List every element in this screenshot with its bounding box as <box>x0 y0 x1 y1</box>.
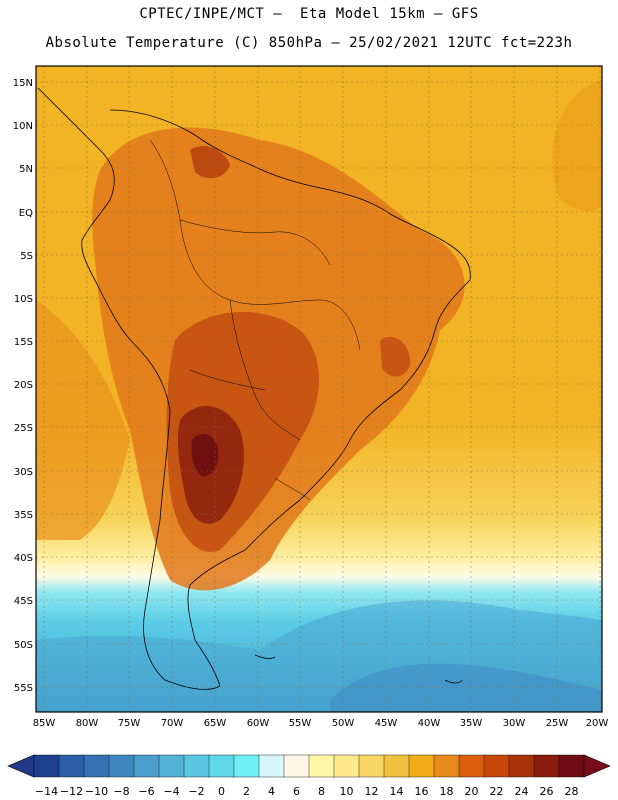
colorbar-label: −8 <box>113 785 129 798</box>
colorbar-cell <box>383 754 410 778</box>
colorbar-label: −4 <box>163 785 179 798</box>
lat-label: 40S <box>14 553 33 564</box>
colorbar-label: 20 <box>465 785 479 798</box>
colorbar-label: 24 <box>515 785 529 798</box>
colorbar-label: 14 <box>390 785 404 798</box>
lon-label: 30W <box>503 718 526 729</box>
colorbar-label: 22 <box>490 785 504 798</box>
lat-label: 35S <box>14 510 33 521</box>
lat-label: EQ <box>19 208 33 219</box>
lon-label: 85W <box>33 718 56 729</box>
colorbar-cell <box>558 754 585 778</box>
colorbar-cell <box>358 754 385 778</box>
lon-label: 80W <box>76 718 99 729</box>
map-title-line1: CPTEC/INPE/MCT – Eta Model 15km – GFS <box>139 6 479 22</box>
colorbar-cell <box>58 754 85 778</box>
colorbar-cell <box>508 754 535 778</box>
lat-label: 10N <box>13 121 33 132</box>
lon-label: 25W <box>546 718 569 729</box>
colorbar-cell <box>108 754 135 778</box>
lat-label: 5S <box>20 251 33 262</box>
colorbar-label: 26 <box>540 785 554 798</box>
lat-axis: 15N 10N 5N EQ 5S 10S 15S 20S 25S 30S 35S… <box>13 78 33 694</box>
colorbar-label: 18 <box>440 785 454 798</box>
lat-label: 55S <box>14 683 33 694</box>
colorbar-under-arrow <box>7 754 35 778</box>
colorbar-label: 2 <box>243 785 250 798</box>
temperature-field <box>36 66 602 712</box>
lon-axis: 85W 80W 75W 70W 65W 60W 55W 50W 45W 40W … <box>33 718 609 729</box>
colorbar-cell <box>283 754 310 778</box>
colorbar-label: 6 <box>293 785 300 798</box>
colorbar-label: 0 <box>218 785 225 798</box>
colorbar-cell <box>483 754 510 778</box>
colorbar-cell <box>433 754 460 778</box>
lon-label: 55W <box>289 718 312 729</box>
lat-label: 20S <box>14 380 33 391</box>
lat-label: 15S <box>14 337 33 348</box>
map-title-line2: Absolute Temperature (C) 850hPa – 25/02/… <box>45 35 573 51</box>
colorbar-cell <box>83 754 110 778</box>
colorbar-cell <box>33 754 60 778</box>
colorbar-label: 28 <box>565 785 579 798</box>
colorbar-cell <box>308 754 335 778</box>
lon-label: 75W <box>118 718 141 729</box>
coastline <box>37 87 471 690</box>
map-frame <box>35 65 603 713</box>
lon-label: 65W <box>204 718 227 729</box>
colorbar-cell <box>133 754 160 778</box>
colorbar-label: 4 <box>268 785 275 798</box>
lat-label: 15N <box>13 78 33 89</box>
lat-label: 25S <box>14 423 33 434</box>
lon-label: 60W <box>247 718 270 729</box>
lat-label: 30S <box>14 467 33 478</box>
lat-label: 5N <box>19 164 33 175</box>
lon-label: 35W <box>460 718 483 729</box>
colorbar-cell <box>233 754 260 778</box>
colorbar-label: 16 <box>415 785 429 798</box>
lon-label: 70W <box>161 718 184 729</box>
colorbar-label: 10 <box>340 785 354 798</box>
colorbar-label: 12 <box>365 785 379 798</box>
colorbar-label: −2 <box>188 785 204 798</box>
lon-label: 40W <box>418 718 441 729</box>
lat-label: 50S <box>14 640 33 651</box>
colorbar-label: 8 <box>318 785 325 798</box>
colorbar-cell <box>408 754 435 778</box>
lon-label: 50W <box>332 718 355 729</box>
lon-label: 20W <box>586 718 609 729</box>
colorbar-cell <box>208 754 235 778</box>
colorbar-label: −6 <box>138 785 154 798</box>
colorbar-cell <box>533 754 560 778</box>
colorbar-label: −12 <box>60 785 83 798</box>
colorbar-cell <box>183 754 210 778</box>
colorbar-over-arrow <box>583 754 611 778</box>
colorbar-cell <box>158 754 185 778</box>
colorbar: −14 −12 −10 −8 −6 −4 −2 0 2 4 6 8 10 12 14 16 18 20 22 24 26… <box>7 754 611 798</box>
colorbar-label: −14 <box>35 785 58 798</box>
lat-label: 10S <box>14 294 33 305</box>
lat-label: 45S <box>14 596 33 607</box>
colorbar-cell <box>333 754 360 778</box>
lon-label: 45W <box>375 718 398 729</box>
colorbar-label: −10 <box>85 785 108 798</box>
colorbar-cell <box>258 754 285 778</box>
colorbar-cell <box>458 754 485 778</box>
